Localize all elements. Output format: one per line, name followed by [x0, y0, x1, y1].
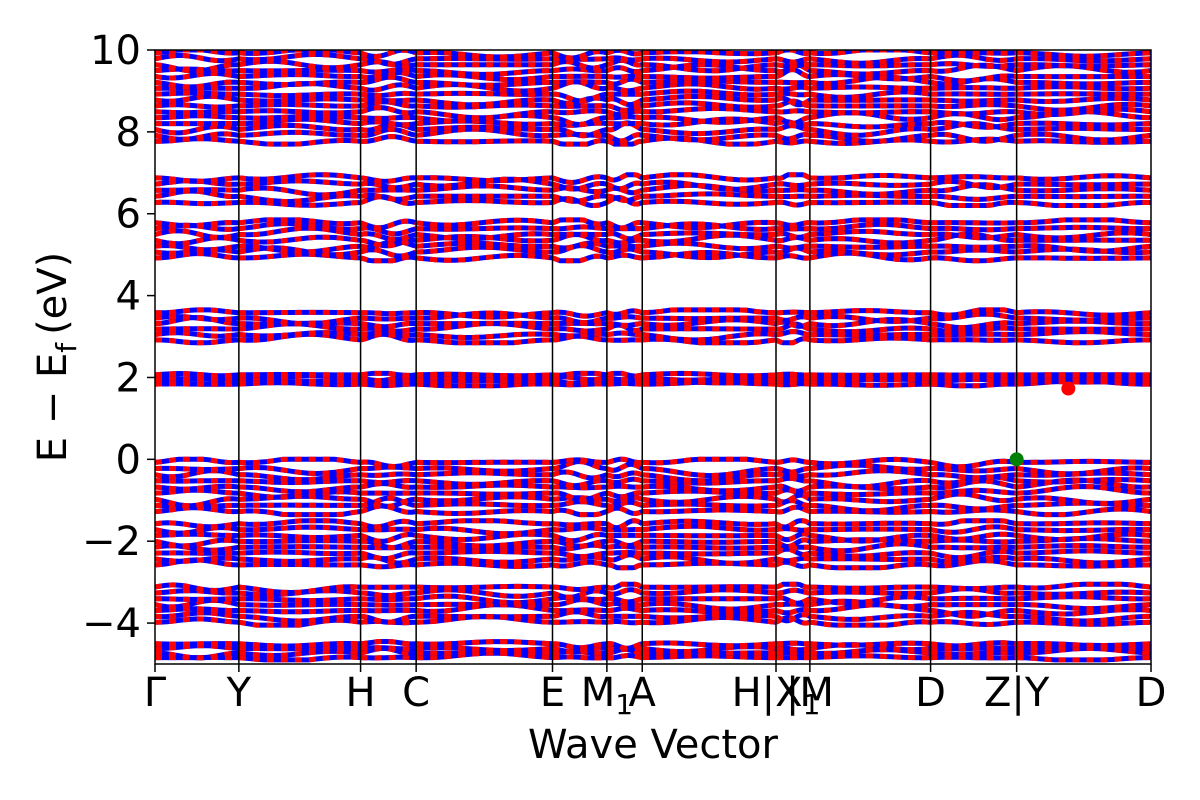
- band-spin-down: [155, 456, 1151, 470]
- y-tick-label: 8: [116, 110, 141, 156]
- y-tick-label: 4: [116, 274, 141, 320]
- x-tick-label-main: D: [1136, 670, 1167, 716]
- band-spin-down: [155, 581, 1151, 596]
- x-tick-label-sub: 1: [615, 688, 633, 721]
- x-tick-label-main: |M: [786, 670, 834, 716]
- x-tick-label: H|X1: [732, 670, 821, 721]
- band-spin-down: [155, 51, 1151, 67]
- bands-layer: [155, 50, 1151, 663]
- y-tick-label: 10: [90, 28, 141, 74]
- band-spin-down: [155, 225, 1151, 242]
- x-tick-label-main: C: [402, 670, 430, 716]
- band-spin-down: [155, 105, 1151, 121]
- cbm-marker: [1061, 381, 1076, 396]
- x-tick-label-main: H: [346, 670, 376, 716]
- y-tick-label: −4: [82, 601, 141, 647]
- plot-frame: [154, 49, 1152, 665]
- band-spin-down: [155, 172, 1151, 186]
- kpoint-divider-lines: [238, 50, 1018, 664]
- x-axis-label: Wave Vector: [528, 722, 779, 768]
- x-tick-label: E: [540, 670, 565, 716]
- x-tick-label: Z|Y: [984, 670, 1050, 716]
- x-tick-label: Y: [226, 670, 252, 716]
- band-spin-down: [155, 307, 1151, 320]
- band-spin-down: [155, 66, 1151, 84]
- x-tick-label-main: A: [629, 670, 657, 716]
- band-spin-down: [155, 238, 1151, 255]
- band-spin-down: [155, 650, 1151, 663]
- y-tick-label: 2: [116, 355, 141, 401]
- x-axis-ticks: Γ Y H C E M1A H|X1|M D Z|Y D: [144, 664, 1167, 721]
- x-tick-label: |M: [786, 670, 834, 716]
- extrema-markers: [1009, 381, 1076, 467]
- band-spin-down: [155, 639, 1151, 651]
- y-tick-label: 6: [116, 192, 141, 238]
- x-tick-label-main: Γ: [144, 670, 167, 716]
- band-spin-down: [155, 593, 1151, 606]
- y-tick-label: 0: [116, 437, 141, 483]
- x-tick-label: M1: [581, 670, 633, 721]
- x-tick-label-main: D: [915, 670, 946, 716]
- y-axis-label-main: E − E: [30, 353, 76, 463]
- y-axis-label-sub: f: [50, 342, 83, 353]
- x-tick-label-main: H|X: [732, 670, 803, 716]
- y-tick-label: −2: [82, 519, 141, 565]
- band-spin-down: [155, 518, 1151, 531]
- x-tick-label: D: [915, 670, 946, 716]
- band-spin-down: [155, 546, 1151, 562]
- band-spin-down: [155, 523, 1151, 537]
- x-tick-label-main: Y: [226, 670, 252, 716]
- band-spin-down: [155, 88, 1151, 104]
- vbm-marker: [1009, 452, 1024, 467]
- x-tick-label: A: [629, 670, 657, 716]
- x-tick-label-main: E: [540, 670, 565, 716]
- band-spin-down: [155, 126, 1151, 144]
- y-axis-label: E − Ef (eV): [30, 252, 83, 463]
- band-spin-down: [155, 310, 1151, 327]
- band-spin-down: [155, 328, 1151, 343]
- y-axis-label-unit: (eV): [30, 252, 76, 335]
- x-tick-label: C: [402, 670, 430, 716]
- band-spin-down: [155, 217, 1151, 231]
- band-spin-down: [155, 531, 1151, 544]
- x-tick-label-sub: 1: [803, 688, 821, 721]
- band-spin-down: [155, 552, 1151, 566]
- band-spin-down: [155, 468, 1151, 484]
- x-tick-label: Γ: [144, 670, 167, 716]
- band-spin-down: [155, 93, 1151, 108]
- x-tick-label-main: Z|Y: [984, 670, 1050, 716]
- x-tick-label: H: [346, 670, 376, 716]
- x-tick-label: D: [1136, 670, 1167, 716]
- y-axis-ticks: −4 −2 0 2 4 6 8 10: [82, 28, 155, 647]
- band-spin-down: [155, 370, 1151, 379]
- band-spin-down: [155, 609, 1151, 625]
- x-tick-label-main: M: [581, 670, 616, 716]
